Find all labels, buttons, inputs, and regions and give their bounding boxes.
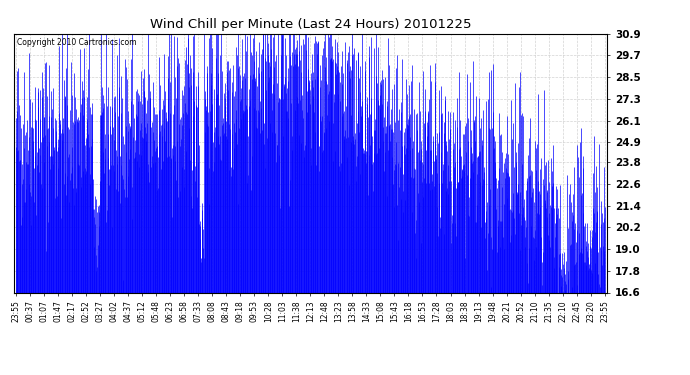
Title: Wind Chill per Minute (Last 24 Hours) 20101225: Wind Chill per Minute (Last 24 Hours) 20…: [150, 18, 471, 31]
Text: Copyright 2010 Cartronics.com: Copyright 2010 Cartronics.com: [17, 38, 136, 46]
